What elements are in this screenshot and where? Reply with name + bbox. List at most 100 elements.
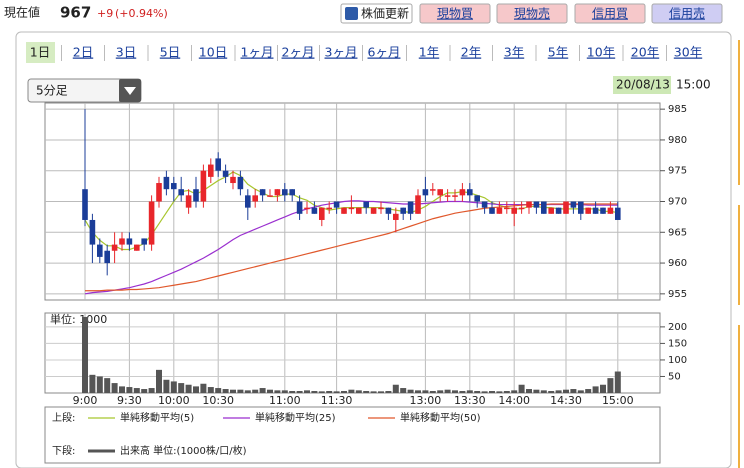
button[interactable] — [340, 3, 413, 24]
tab[interactable]: 2年 — [461, 45, 481, 60]
tab[interactable]: 30年 — [674, 45, 702, 60]
volume-bar — [82, 316, 88, 393]
candle-body — [333, 201, 340, 208]
volume-bar — [592, 386, 599, 393]
tab[interactable]: 5年 — [548, 45, 568, 60]
candle-body — [563, 201, 569, 214]
legend-lower: 下段: — [52, 444, 75, 457]
legend-upper: 上段: — [52, 411, 75, 424]
button[interactable] — [419, 3, 491, 24]
candle-body — [393, 213, 399, 220]
volume-bar — [511, 390, 518, 393]
button[interactable] — [574, 3, 646, 24]
candle-body — [422, 189, 429, 196]
tab[interactable]: 10年 — [587, 45, 615, 60]
volume-bar — [252, 389, 259, 393]
candle-body — [615, 207, 621, 220]
candle-body — [289, 189, 295, 196]
candle-body — [237, 176, 244, 190]
change-pct: (+0.94%) — [115, 7, 168, 20]
candle-body — [511, 207, 517, 214]
button-label[interactable]: 現物売 — [514, 6, 550, 21]
candle-body — [274, 189, 281, 196]
tab[interactable]: 2日 — [73, 45, 93, 60]
candle-body — [163, 176, 170, 190]
volume-bar — [385, 391, 392, 393]
volume-bar — [185, 384, 192, 393]
y-tick-label: 150 — [668, 338, 687, 349]
volume-bar — [126, 387, 133, 393]
x-tick-label: 13:00 — [410, 394, 442, 407]
tab[interactable]: 10日 — [199, 45, 227, 60]
tab[interactable]: 1年 — [419, 45, 439, 60]
volume-bar — [422, 390, 429, 393]
volume-bar — [311, 391, 318, 393]
tab[interactable]: 3ヶ月 — [325, 45, 358, 60]
volume-bar — [459, 391, 466, 393]
dropdown-arrow — [124, 87, 136, 95]
tab[interactable]: 2ヶ月 — [282, 45, 315, 60]
volume-bar — [355, 390, 362, 393]
volume-bar — [230, 389, 236, 393]
tab[interactable]: 6ヶ月 — [368, 45, 401, 60]
volume-bar — [585, 389, 592, 393]
volume-bar — [296, 391, 303, 393]
volume-bar — [141, 389, 148, 393]
candle-body — [400, 207, 406, 214]
candle-body — [304, 207, 310, 210]
volume-bar — [548, 391, 555, 393]
tab[interactable]: 3年 — [504, 45, 524, 60]
button-label[interactable]: 現物買 — [437, 7, 473, 21]
tab[interactable]: 5日 — [160, 45, 180, 60]
candle-body — [415, 195, 421, 214]
candle-body — [208, 164, 214, 177]
button[interactable] — [651, 3, 723, 24]
tab: 1日 — [30, 45, 50, 60]
y-tick-label: 50 — [668, 371, 681, 382]
button-label[interactable]: 信用売 — [669, 6, 705, 21]
y-tick-label: 200 — [668, 322, 687, 333]
volume-bar — [222, 389, 229, 393]
tab[interactable]: 1ヶ月 — [241, 45, 274, 60]
candle-body — [252, 195, 258, 202]
volume-bar — [614, 371, 621, 393]
candle-body — [134, 244, 140, 251]
candle-body — [230, 176, 236, 184]
candle-body — [111, 244, 118, 251]
candle-body — [467, 189, 473, 196]
button-label[interactable]: 株価更新 — [361, 6, 409, 21]
volume-bar — [570, 389, 577, 393]
x-tick-label: 11:00 — [269, 394, 301, 407]
candle-body — [141, 238, 147, 245]
candle-body — [311, 207, 318, 214]
candle-body — [282, 189, 288, 196]
tab[interactable]: 20年 — [631, 45, 659, 60]
volume-bar — [163, 379, 170, 393]
volume-bar — [133, 388, 140, 393]
x-tick-label: 14:00 — [498, 394, 530, 407]
tab[interactable]: 3日 — [116, 45, 136, 60]
volume-bar — [466, 390, 473, 393]
x-tick-label: 9:30 — [117, 394, 142, 407]
candle-body — [156, 183, 162, 202]
button-label[interactable]: 信用買 — [592, 7, 628, 21]
candle-body — [555, 207, 562, 214]
volume-bar — [474, 391, 481, 393]
volume-bar — [207, 387, 214, 393]
x-tick-label: 10:30 — [202, 394, 234, 407]
candle-body — [82, 189, 88, 220]
candle-body — [370, 207, 377, 214]
candle-body — [148, 201, 155, 245]
volume-bar — [378, 391, 384, 393]
candle-body — [437, 189, 443, 196]
volume-bar — [341, 391, 347, 393]
button[interactable] — [496, 3, 568, 24]
candle-body — [481, 201, 488, 208]
x-tick-label: 10:00 — [158, 394, 190, 407]
volume-bar — [563, 389, 569, 393]
volume-bar — [400, 388, 407, 393]
volume-bar — [193, 386, 199, 393]
y-tick-label: 960 — [668, 258, 687, 269]
volume-bar — [452, 390, 458, 393]
volume-bar — [437, 390, 444, 393]
